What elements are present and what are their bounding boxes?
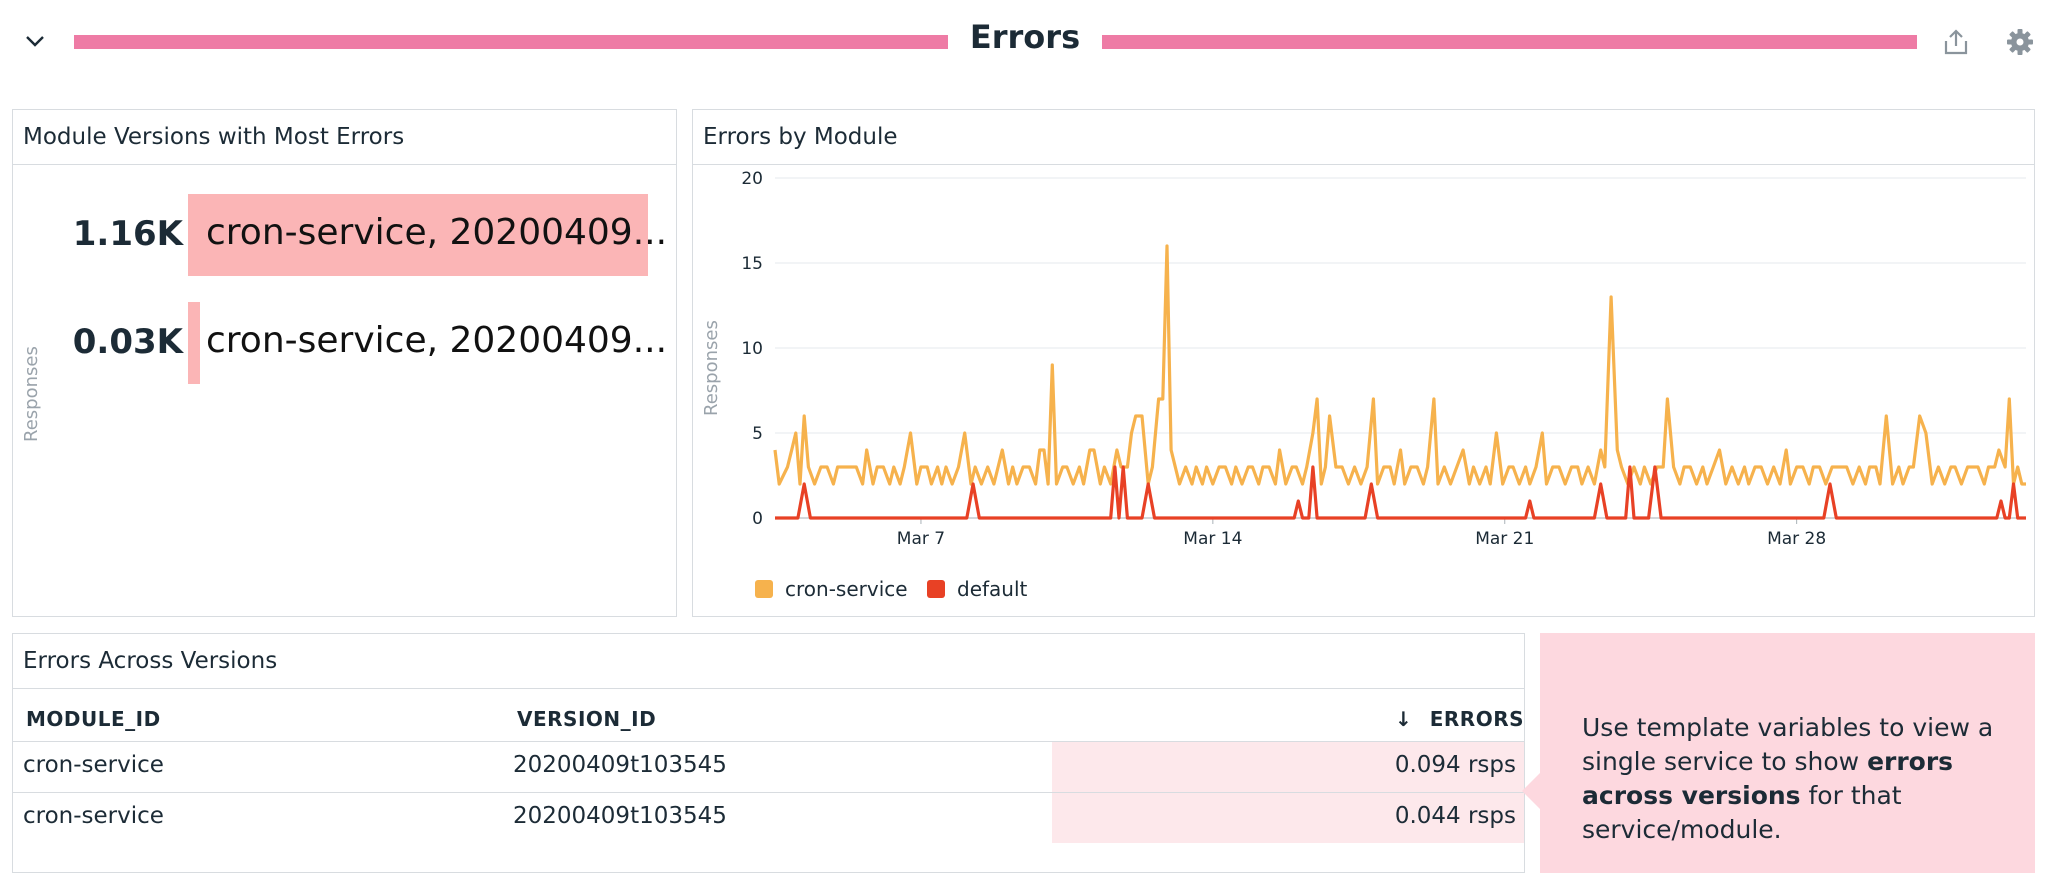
note-widget: Use template variables to view a single … <box>1522 633 2035 873</box>
legend-item-cron-service[interactable]: cron-service <box>755 577 908 601</box>
errors-by-module-widget[interactable]: Errors by Module 0 5 10 15 20 Mar 7 Mar 14 Mar … <box>692 109 2035 617</box>
error-value-bar <box>1052 742 1524 792</box>
toplist-row[interactable]: 1.16K cron-service, 20200409... <box>13 194 673 276</box>
legend-item-default[interactable]: default <box>927 577 1027 601</box>
cell-module-id[interactable]: cron-service <box>23 803 164 829</box>
share-icon <box>1944 29 1968 55</box>
toplist-value: 0.03K <box>72 322 183 362</box>
legend-swatch <box>927 580 945 598</box>
x-tick-label: Mar 14 <box>1183 529 1242 549</box>
toplist-value: 1.16K <box>72 214 183 254</box>
legend-label: default <box>957 577 1028 601</box>
collapse-button[interactable] <box>20 26 50 56</box>
toplist-bar <box>188 194 648 276</box>
errors-across-versions-table-widget[interactable]: Errors Across Versions MODULE_ID VERSION… <box>12 633 1525 873</box>
x-tick-label: Mar 28 <box>1767 529 1826 549</box>
group-accent-bar-left <box>74 35 948 49</box>
column-header-errors[interactable]: ↓ ERRORS <box>1395 707 1524 731</box>
divider <box>693 164 2034 165</box>
y-axis-label: Responses <box>701 320 722 416</box>
series-line-cron-service[interactable] <box>773 244 2026 486</box>
y-tick-label: 0 <box>752 509 763 529</box>
note-pointer <box>1522 773 1540 809</box>
toplist-row[interactable]: 0.03K cron-service, 20200409... <box>13 302 673 384</box>
cell-errors[interactable]: 0.044 rsps <box>1394 803 1516 829</box>
note-text-bold: errors across versions <box>1582 747 1954 810</box>
note-text-part: Use template variables to view a single … <box>1582 713 1994 776</box>
errors-line-chart[interactable]: 0 5 10 15 20 Mar 7 Mar 14 Mar 21 Mar 28 <box>693 166 2034 556</box>
legend-swatch <box>755 580 773 598</box>
y-tick-label: 20 <box>741 169 763 189</box>
y-tick-label: 10 <box>741 339 763 359</box>
divider <box>13 688 1524 689</box>
y-tick-label: 15 <box>741 254 763 274</box>
error-value-bar <box>1052 793 1524 843</box>
cell-module-id[interactable]: cron-service <box>23 752 164 778</box>
divider <box>13 164 676 165</box>
chevron-down-icon <box>26 36 44 47</box>
group-title: Errors <box>969 18 1081 56</box>
gear-icon <box>2007 29 2033 55</box>
toplist-label: cron-service, 20200409... <box>206 320 668 361</box>
x-tick-label: Mar 21 <box>1475 529 1534 549</box>
series-line-default[interactable] <box>775 465 2026 520</box>
note-text: Use template variables to view a single … <box>1582 711 2002 847</box>
toplist-label: cron-service, 20200409... <box>206 212 668 253</box>
widget-title: Errors by Module <box>703 124 898 150</box>
group-accent-bar-right <box>1102 35 1917 49</box>
legend-label: cron-service <box>785 577 908 601</box>
errors-group-header: Errors <box>0 0 2045 84</box>
cell-version-id[interactable]: 20200409t103545 <box>513 803 727 829</box>
share-button[interactable] <box>1940 26 1972 58</box>
cell-errors[interactable]: 0.094 rsps <box>1394 752 1516 778</box>
settings-button[interactable] <box>2004 26 2036 58</box>
divider <box>13 792 1524 793</box>
column-header-module-id[interactable]: MODULE_ID <box>26 707 161 731</box>
sort-arrow-icon: ↓ <box>1395 707 1413 731</box>
toplist-bar <box>188 302 200 384</box>
column-header-label: ERRORS <box>1429 707 1525 731</box>
note-text-part: for that service/module. <box>1582 781 1902 844</box>
cell-version-id[interactable]: 20200409t103545 <box>513 752 727 778</box>
x-tick-label: Mar 7 <box>897 529 945 549</box>
widget-title: Errors Across Versions <box>23 648 278 674</box>
y-tick-label: 5 <box>752 424 763 444</box>
widget-title: Module Versions with Most Errors <box>23 124 405 150</box>
module-versions-toplist-widget[interactable]: Module Versions with Most Errors Respons… <box>12 109 677 617</box>
column-header-version-id[interactable]: VERSION_ID <box>517 707 657 731</box>
divider <box>13 741 1524 742</box>
